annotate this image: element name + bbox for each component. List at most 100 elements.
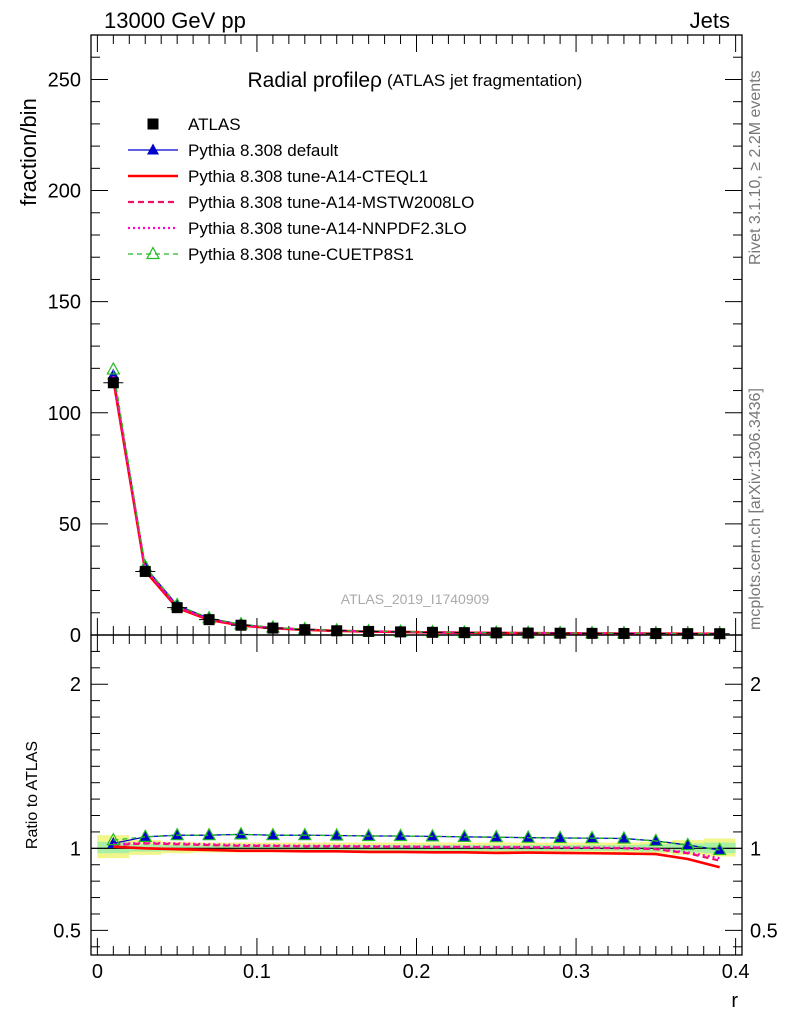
rivet-label: Rivet 3.1.10, ≥ 2.2M events bbox=[747, 70, 764, 265]
header-right: Jets bbox=[690, 8, 730, 33]
data-point bbox=[490, 627, 502, 639]
ratio-data-point bbox=[330, 829, 343, 841]
data-point bbox=[267, 622, 279, 634]
ratio-data-point bbox=[170, 827, 185, 841]
y-tick-label: 0 bbox=[70, 625, 81, 647]
legend-label: Pythia 8.308 tune-CUETP8S1 bbox=[188, 245, 414, 264]
ratio-data-point bbox=[393, 828, 408, 842]
y-tick-label: 150 bbox=[48, 292, 81, 314]
legend-label: Pythia 8.308 default bbox=[188, 141, 339, 160]
ratio-series-3 bbox=[113, 841, 720, 860]
legend-label: Pythia 8.308 tune-A14-NNPDF2.3LO bbox=[188, 219, 467, 238]
ratio-data-point bbox=[361, 828, 376, 842]
legend-marker bbox=[145, 246, 161, 260]
ratio-data-point bbox=[202, 827, 217, 841]
x-tick-label: 0.4 bbox=[722, 961, 750, 983]
ratio-data-point bbox=[329, 827, 344, 841]
ratio-data-point bbox=[266, 828, 279, 840]
y-tick-label: 200 bbox=[48, 181, 81, 203]
data-point bbox=[363, 625, 375, 637]
ratio-series-1 bbox=[113, 845, 720, 869]
ratio-data-point bbox=[649, 834, 662, 846]
data-point bbox=[299, 624, 311, 636]
y-axis-label: fraction/bin bbox=[16, 98, 41, 206]
ratio-data-point bbox=[106, 832, 121, 846]
legend-item: Pythia 8.308 tune-A14-MSTW2008LO bbox=[128, 193, 474, 212]
legend-label: Pythia 8.308 tune-A14-MSTW2008LO bbox=[188, 193, 474, 212]
data-point bbox=[426, 626, 438, 638]
ratio-data-point bbox=[233, 826, 248, 840]
ratio-data-point bbox=[362, 829, 375, 841]
mcplots-label: mcplots.cern.ch [arXiv:1306.3436] bbox=[747, 388, 764, 630]
ratio-data-point bbox=[457, 829, 472, 842]
ratio-data-point bbox=[617, 831, 630, 843]
ratio-plot-panel: Ratio to ATLAS r 0.5 0.5 1 1 2 2 0 0.1 0.2 0.3 0.4 bbox=[24, 634, 778, 1012]
data-point bbox=[203, 614, 215, 626]
ratio-data-point bbox=[522, 831, 535, 843]
series-0 bbox=[103, 377, 730, 640]
data-point bbox=[331, 625, 343, 637]
ratio-y-tick-label-right: 0.5 bbox=[750, 920, 778, 942]
ratio-data-point bbox=[234, 827, 247, 839]
legend: ATLAS Pythia 8.308 default Pythia 8.308 tu… bbox=[128, 115, 474, 264]
data-point bbox=[714, 628, 726, 640]
ratio-frame bbox=[90, 634, 743, 956]
x-axis-label: r bbox=[731, 990, 738, 1012]
data-point bbox=[458, 627, 470, 639]
x-tick-label: 0 bbox=[92, 961, 103, 983]
data-point bbox=[618, 627, 630, 639]
analysis-watermark: ATLAS_2019_I1740909 bbox=[341, 591, 490, 607]
legend-item: Pythia 8.308 tune-A14-CTEQL1 bbox=[128, 167, 428, 186]
y-tick-label: 100 bbox=[48, 403, 81, 425]
data-point bbox=[682, 628, 694, 640]
x-tick-label: 0.3 bbox=[562, 961, 590, 983]
ratio-data-point bbox=[616, 830, 631, 844]
ratio-data-point bbox=[425, 828, 440, 842]
ratio-series-4 bbox=[106, 826, 727, 856]
ratio-data-point bbox=[265, 827, 280, 841]
ratio-data-point bbox=[648, 833, 663, 847]
ratio-data-point bbox=[139, 830, 152, 842]
ratio-data-point bbox=[554, 831, 567, 843]
data-point bbox=[107, 377, 119, 389]
main-title: Radial profileρ bbox=[247, 69, 382, 92]
ratio-data-point bbox=[553, 830, 568, 844]
ratio-data-point bbox=[203, 828, 216, 840]
ratio-data-point bbox=[521, 829, 536, 843]
header-left: 13000 GeV pp bbox=[104, 8, 246, 33]
data-point bbox=[586, 627, 598, 639]
y-tick-label: 50 bbox=[59, 514, 81, 536]
legend-item: Pythia 8.308 default bbox=[128, 141, 339, 160]
legend-marker bbox=[147, 118, 159, 130]
ratio-data-point bbox=[713, 843, 726, 855]
data-point bbox=[395, 626, 407, 638]
ratio-series-line bbox=[113, 833, 720, 851]
ratio-series-line bbox=[113, 841, 720, 860]
ratio-y-tick-label-right: 2 bbox=[750, 674, 761, 696]
ratio-data-point bbox=[298, 828, 311, 840]
ratio-data-point bbox=[585, 830, 600, 844]
ratio-y-tick-label-right: 1 bbox=[750, 838, 761, 860]
ratio-data-point bbox=[426, 829, 439, 841]
ratio-series-0 bbox=[107, 827, 726, 855]
ratio-y-tick-label-left: 1 bbox=[70, 838, 81, 860]
legend-item: Pythia 8.308 tune-CUETP8S1 bbox=[128, 245, 414, 264]
ratio-data-point bbox=[394, 829, 407, 841]
data-point bbox=[235, 619, 247, 631]
legend-item: ATLAS bbox=[147, 115, 241, 134]
main-subtitle: (ATLAS jet fragmentation) bbox=[387, 71, 582, 90]
legend-marker bbox=[147, 143, 159, 155]
ratio-data-point bbox=[680, 837, 695, 851]
ratio-y-tick-label-left: 2 bbox=[70, 674, 81, 696]
ratio-y-tick-label-left: 0.5 bbox=[53, 920, 81, 942]
main-plot-panel: Radial profileρ (ATLAS jet fragmentation… bbox=[16, 34, 743, 647]
ratio-y-axis-label: Ratio to ATLAS bbox=[24, 741, 41, 849]
legend-label: Pythia 8.308 tune-A14-CTEQL1 bbox=[188, 167, 428, 186]
ratio-data-point bbox=[489, 829, 504, 843]
ratio-data-point bbox=[138, 829, 153, 842]
ratio-data-point bbox=[586, 831, 599, 843]
data-point bbox=[106, 361, 121, 375]
ratio-data-point bbox=[171, 828, 184, 840]
legend-label: ATLAS bbox=[188, 115, 241, 134]
